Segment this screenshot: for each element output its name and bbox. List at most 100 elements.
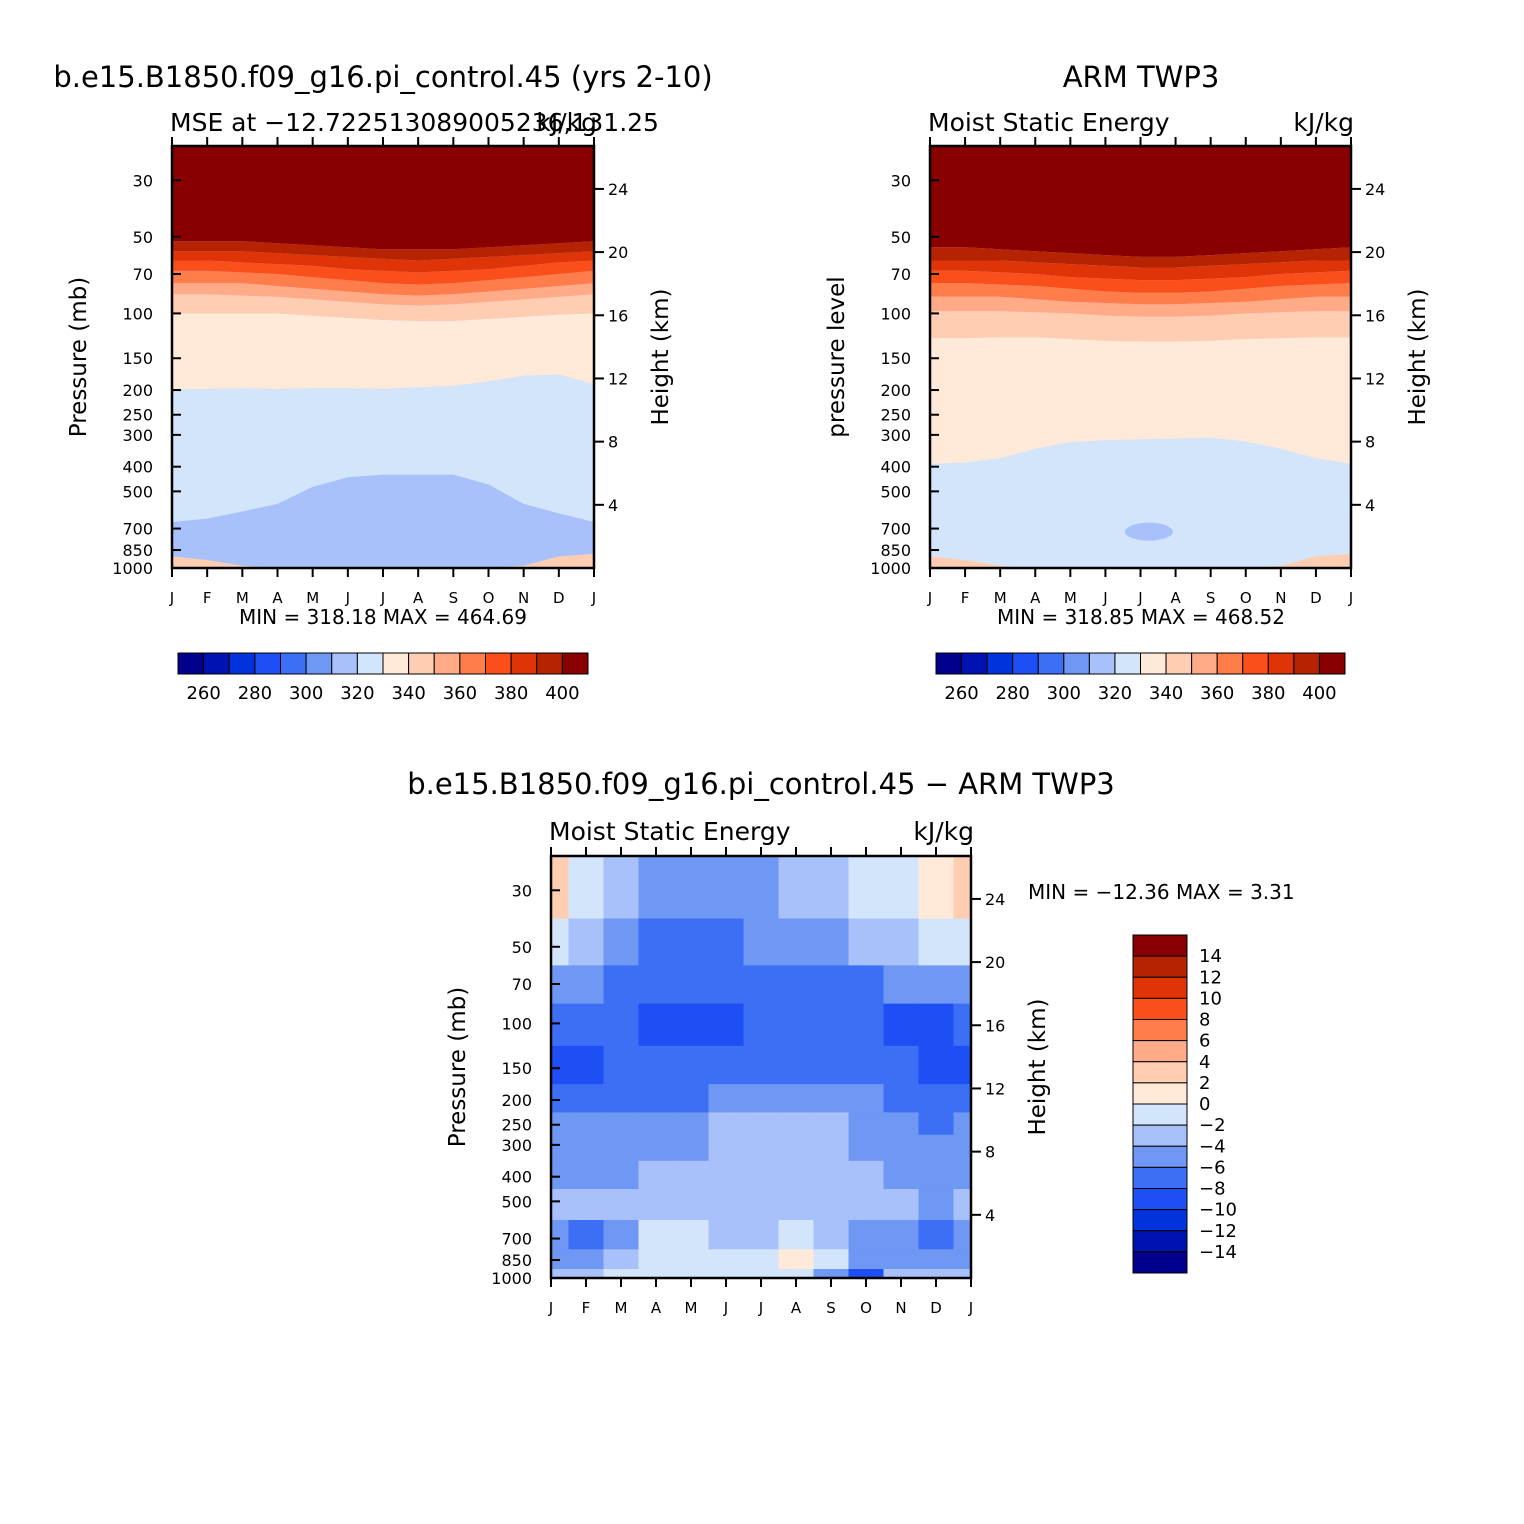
diff-cell <box>673 918 710 966</box>
colorbar-swatch <box>1242 652 1269 675</box>
diff-cell <box>778 1045 815 1085</box>
diff-cell <box>638 856 675 920</box>
diff-cell <box>848 1134 885 1162</box>
colorbar-swatch <box>1037 652 1065 675</box>
diff-cell <box>603 918 640 966</box>
diff-cell <box>603 965 640 1005</box>
diff-cell <box>603 1003 640 1047</box>
diff-cell <box>551 1045 570 1085</box>
diff-cell <box>708 1134 745 1162</box>
contour-band <box>930 311 1351 342</box>
surface-band <box>930 553 1351 568</box>
colorbar-label: 8 <box>1199 1010 1210 1031</box>
diff-cell <box>568 1249 605 1270</box>
contour-band <box>930 247 1351 268</box>
colorbar-swatch <box>1165 652 1193 675</box>
x-tick-label: J <box>380 589 385 607</box>
diff-cell <box>778 856 815 920</box>
diff-cell <box>778 1269 815 1278</box>
colorbar-swatch <box>986 652 1014 675</box>
diff-cell <box>848 1160 885 1190</box>
diff-cell <box>743 1084 780 1113</box>
x-tick-label: S <box>1206 589 1216 607</box>
diff-cell <box>551 1134 570 1162</box>
diff-cell <box>673 1112 710 1136</box>
height-tick-label: 16 <box>608 306 628 325</box>
y-tick-label: 70 <box>891 265 911 284</box>
colorbar-swatch <box>1132 1230 1188 1253</box>
diff-cell <box>638 1084 675 1113</box>
diff-cell <box>743 1134 780 1162</box>
colorbar-swatch <box>1267 652 1295 675</box>
diff-cell <box>638 1160 675 1190</box>
height-tick-label: 8 <box>985 1143 995 1162</box>
diff-cell <box>813 1112 850 1136</box>
colorbar-label: 300 <box>1047 683 1081 704</box>
diff-cell <box>848 1045 885 1085</box>
diff-cell <box>813 1134 850 1162</box>
diff-cell <box>551 1084 570 1113</box>
diff-cell <box>673 965 710 1005</box>
diff-cell <box>848 856 885 920</box>
colorbar-swatch <box>1132 1019 1188 1042</box>
diff-cell <box>568 1269 605 1278</box>
diff-cell <box>883 965 920 1005</box>
colorbar-swatch <box>510 652 538 675</box>
x-tick-label: A <box>272 589 283 607</box>
colorbar-label: −8 <box>1199 1179 1226 1200</box>
diff-cell <box>551 1249 570 1270</box>
colorbar-swatch <box>203 652 230 675</box>
contour-band <box>930 260 1351 281</box>
y-tick-label: 70 <box>512 975 532 994</box>
colorbar-swatch <box>433 652 461 675</box>
diff-cell <box>813 1219 850 1250</box>
min-max-stats: MIN = 318.85 MAX = 468.52 <box>997 605 1285 629</box>
y-tick-label: 300 <box>880 426 911 445</box>
colorbar-label: 10 <box>1199 988 1222 1009</box>
colorbar-swatch <box>1132 1166 1188 1189</box>
diff-cell <box>568 918 605 966</box>
y-tick-label: 500 <box>501 1192 532 1211</box>
colorbar-swatch <box>1132 1082 1188 1105</box>
x-tick-label: M <box>994 589 1007 607</box>
diff-cell <box>743 1189 780 1221</box>
colorbar-swatch <box>1191 652 1218 675</box>
chart-subtitle-left: Moist Static Energy <box>549 817 791 846</box>
x-tick-label: F <box>961 589 970 607</box>
colorbar-label: 360 <box>1200 683 1234 704</box>
diff-cell <box>848 1189 885 1221</box>
chart-subtitle-left: Moist Static Energy <box>928 108 1170 137</box>
contour-band <box>172 270 594 296</box>
y-tick-label: 700 <box>880 520 911 539</box>
colorbar-swatch <box>1132 1188 1188 1211</box>
y-tick-label: 400 <box>880 458 911 477</box>
diff-cell <box>568 856 605 920</box>
diff-cell <box>953 1134 971 1162</box>
diff-cell <box>883 1269 920 1278</box>
chart-title: b.e15.B1850.f09_g16.pi_control.45 (yrs 2… <box>53 60 712 94</box>
colorbar-swatch <box>356 652 384 675</box>
y-tick-label: 30 <box>891 171 911 190</box>
colorbar-label: 0 <box>1199 1094 1210 1115</box>
y-tick-label: 50 <box>133 228 153 247</box>
x-tick-label: A <box>1170 589 1181 607</box>
height-tick-label: 16 <box>985 1016 1005 1035</box>
diff-cell <box>953 1045 971 1085</box>
contour-fill <box>551 856 971 1278</box>
colorbar-swatch <box>1132 1251 1188 1274</box>
diff-cell <box>568 1160 605 1190</box>
colorbar-label: −12 <box>1199 1221 1237 1242</box>
diff-cell <box>603 1045 640 1085</box>
y-tick-label: 400 <box>501 1168 532 1187</box>
diff-cell <box>568 965 605 1005</box>
diff-cell <box>848 918 885 966</box>
diff-cell <box>918 1160 955 1190</box>
y-tick-label: 150 <box>122 349 153 368</box>
height-tick-label: 20 <box>608 243 628 262</box>
diff-cell <box>848 1003 885 1047</box>
diff-cell <box>813 1249 850 1270</box>
colorbar-swatch <box>331 652 358 675</box>
diff-cell <box>708 1189 745 1221</box>
diff-cell <box>708 1045 745 1085</box>
diff-cell <box>918 965 955 1005</box>
